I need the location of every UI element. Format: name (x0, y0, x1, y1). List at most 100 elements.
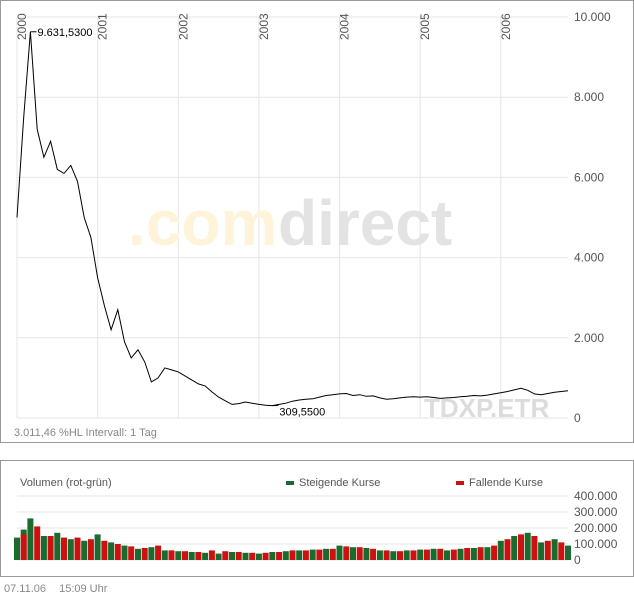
volume-bar-rising (94, 534, 101, 560)
price-y-tick-label: 0 (574, 411, 581, 425)
volume-chart: Volumen (rot-grün) Steigende Kurse Falle… (0, 460, 634, 577)
price-x-tick-label: 2005 (418, 13, 432, 40)
volume-bar-falling (423, 549, 430, 560)
volume-bar-falling (74, 537, 81, 560)
volume-bar-falling (504, 539, 511, 560)
volume-bar-rising (403, 550, 410, 560)
price-y-tick-label: 8.000 (574, 90, 604, 104)
volume-bar-rising (202, 552, 209, 560)
volume-bar-falling (20, 534, 27, 560)
volume-bar-falling (155, 545, 162, 560)
watermark-text-direct: direct (278, 187, 452, 259)
volume-bar-falling (437, 548, 444, 560)
legend-falling-swatch (456, 481, 464, 485)
volume-y-tick-label: 200.000 (574, 521, 618, 535)
volume-bar-rising (470, 548, 477, 560)
volume-bar-falling (235, 552, 242, 560)
volume-bar-rising (296, 550, 303, 560)
volume-bar-falling (47, 536, 54, 560)
volume-bar-falling (34, 526, 41, 560)
volume-bar-rising (457, 548, 464, 560)
volume-bar-rising (135, 548, 141, 560)
volume-bar-falling (101, 540, 108, 560)
volume-bar-falling (450, 549, 457, 560)
volume-bar-rising (161, 550, 168, 560)
price-x-tick-label: 2006 (499, 13, 513, 40)
volume-y-tick-label: 100.000 (574, 537, 618, 551)
volume-bar-rising (27, 518, 34, 560)
volume-bar-rising (511, 536, 518, 560)
price-y-tick-label: 6.000 (574, 170, 604, 184)
volume-bar-falling (558, 542, 565, 560)
volume-bar-rising (430, 548, 437, 560)
annotation-label: 309,5500 (279, 407, 325, 419)
volume-bar-rising (54, 532, 61, 560)
legend-rising-swatch (286, 481, 294, 485)
price-x-tick-label: 2003 (257, 13, 271, 40)
volume-bar-rising (108, 542, 115, 560)
price-x-tick-label: 2002 (176, 13, 190, 40)
volume-bar-rising (417, 549, 424, 560)
volume-bar-rising (565, 545, 571, 560)
volume-bar-rising (350, 547, 356, 560)
legend-rising-label: Steigende Kurse (299, 477, 380, 489)
footer-date: 07.11.06 (4, 583, 47, 595)
volume-bar-falling (302, 550, 309, 560)
volume-bar-falling (289, 550, 296, 560)
volume-bar-rising (363, 548, 370, 560)
volume-bar-falling (182, 551, 188, 560)
volume-bar-falling (356, 547, 363, 560)
volume-bar-falling (316, 549, 323, 560)
volume-bar-rising (551, 539, 558, 560)
volume-bar-rising (309, 549, 316, 560)
volume-bar-rising (497, 540, 504, 560)
volume-bar-rising (323, 548, 330, 560)
watermark-logo: .com direct (128, 187, 452, 259)
legend-falling-label: Fallende Kurse (469, 477, 543, 489)
volume-bar-falling (276, 552, 283, 560)
volume-bar-rising (175, 551, 182, 560)
volume-bar-rising (14, 537, 20, 560)
price-chart-border (0, 0, 634, 443)
volume-bar-falling (128, 546, 135, 560)
volume-bar-falling (544, 540, 551, 560)
volume-bar-falling (208, 550, 215, 560)
volume-bar-rising (538, 542, 545, 560)
volume-bar-falling (531, 536, 538, 560)
volume-bar-falling (114, 544, 121, 560)
volume-bar-rising (484, 547, 491, 560)
volume-bar-rising (215, 553, 222, 560)
volume-bar-falling (477, 547, 484, 560)
annotation-label: 9.631,5300 (37, 27, 92, 39)
volume-bar-rising (40, 536, 47, 560)
price-y-tick-label: 2.000 (574, 331, 604, 345)
volume-bar-falling (249, 552, 256, 560)
volume-bar-falling (195, 552, 202, 560)
volume-bar-falling (383, 550, 390, 560)
watermark-text-com: .com (128, 187, 277, 259)
volume-bar-falling (491, 545, 498, 560)
volume-bar-falling (262, 552, 269, 560)
volume-bar-rising (188, 552, 195, 560)
price-y-tick-label: 4.000 (574, 251, 604, 265)
price-x-tick-label: 2001 (96, 13, 110, 40)
volume-bar-rising (255, 553, 262, 560)
volume-bar-falling (370, 548, 377, 560)
volume-bar-rising (148, 547, 155, 560)
price-x-tick-label: 2000 (15, 13, 29, 40)
price-chart: .com direct 2000 2001 2002 2003 2004 2005 2006… (0, 0, 634, 443)
volume-bar-rising (444, 550, 450, 560)
volume-bar-rising (242, 552, 249, 560)
volume-bar-rising (81, 540, 88, 560)
price-y-tick-label: 10.000 (574, 10, 611, 24)
volume-bar-rising (269, 552, 276, 560)
volume-bar-rising (121, 545, 128, 560)
volume-bar-falling (61, 537, 67, 560)
volume-bar-rising (67, 539, 74, 560)
footer-timestamp: 07.11.06 15:09 Uhr (4, 583, 117, 595)
volume-bar-rising (336, 545, 343, 560)
volume-y-tick-label: 400.000 (574, 489, 618, 503)
volume-bar-falling (518, 534, 524, 560)
volume-bar-rising (390, 551, 397, 560)
volume-bar-rising (376, 550, 383, 560)
